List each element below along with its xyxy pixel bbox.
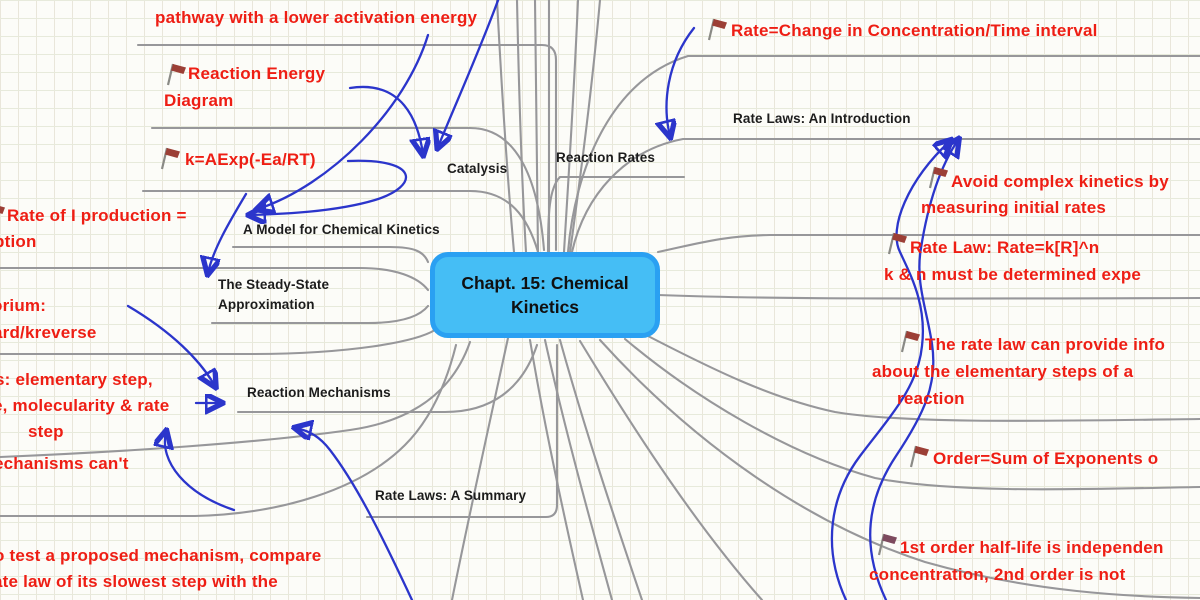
note-elementary-steps-line2[interactable]: e, molecularity & rate bbox=[0, 396, 170, 415]
topic-reaction-rates[interactable]: Reaction Rates bbox=[556, 150, 655, 165]
topic-steady-state-line1[interactable]: The Steady-State bbox=[218, 277, 330, 292]
note-half-life-line1[interactable]: 1st order half-life is independen bbox=[900, 538, 1164, 557]
flag-icon bbox=[884, 230, 910, 256]
note-mechanisms-cant[interactable]: echanisms can't bbox=[0, 454, 129, 473]
note-rate-definition[interactable]: Rate=Change in Concentration/Time interv… bbox=[731, 21, 1098, 40]
note-order-sum-exponents[interactable]: Order=Sum of Exponents o bbox=[933, 449, 1159, 468]
topic-rate-laws-summary[interactable]: Rate Laws: A Summary bbox=[375, 488, 527, 503]
flag-icon bbox=[925, 164, 951, 190]
note-initial-rates-line2[interactable]: measuring initial rates bbox=[921, 198, 1107, 217]
flag-icon bbox=[874, 531, 900, 557]
note-rate-law-info-line2[interactable]: about the elementary steps of a bbox=[872, 362, 1134, 381]
note-rate-law-equation-line1[interactable]: Rate Law: Rate=k[R]^n bbox=[910, 238, 1100, 257]
flag-icon bbox=[906, 443, 932, 469]
topic-steady-state-line2[interactable]: Approximation bbox=[218, 297, 315, 312]
central-node-title-line1: Chapt. 15: Chemical bbox=[461, 273, 629, 293]
flag-icon bbox=[704, 16, 730, 42]
note-reaction-energy-diagram-line2[interactable]: Diagram bbox=[164, 91, 234, 110]
note-equilibrium-ratio-line2[interactable]: ard/kreverse bbox=[0, 323, 97, 342]
topic-catalysis[interactable]: Catalysis bbox=[447, 161, 508, 176]
central-node-title-line2: Kinetics bbox=[510, 297, 580, 317]
note-arrhenius-equation[interactable]: k=AExp(-Ea/RT) bbox=[185, 150, 316, 169]
note-reaction-energy-diagram-line1[interactable]: Reaction Energy bbox=[188, 64, 326, 83]
note-half-life-line2[interactable]: concentration, 2nd order is not bbox=[869, 565, 1126, 584]
note-equilibrium-ratio-line1[interactable]: orium: bbox=[0, 296, 47, 315]
central-node[interactable]: Chapt. 15: Chemical Kinetics bbox=[430, 252, 660, 338]
note-test-proposed-mechanism-line1[interactable]: o test a proposed mechanism, compare bbox=[0, 546, 322, 565]
topic-rate-laws-introduction[interactable]: Rate Laws: An Introduction bbox=[733, 111, 911, 126]
topic-model-for-chemical-kinetics[interactable]: A Model for Chemical Kinetics bbox=[243, 222, 440, 237]
note-catalyst-pathway[interactable]: pathway with a lower activation energy bbox=[155, 8, 478, 27]
note-rate-law-info-line3[interactable]: reaction bbox=[897, 389, 965, 408]
note-rate-of-i-production-line2[interactable]: ption bbox=[0, 232, 37, 251]
flag-icon bbox=[0, 201, 8, 227]
note-rate-law-equation-line2[interactable]: k & n must be determined expe bbox=[884, 265, 1142, 284]
note-elementary-steps-line3[interactable]: step bbox=[28, 422, 64, 441]
flag-icon bbox=[897, 328, 923, 354]
note-test-proposed-mechanism-line2[interactable]: ate law of its slowest step with the bbox=[0, 572, 278, 591]
flag-icon bbox=[163, 61, 189, 87]
note-elementary-steps-line1[interactable]: s: elementary step, bbox=[0, 370, 153, 389]
note-rate-of-i-production-line1[interactable]: Rate of I production = bbox=[7, 206, 187, 225]
topic-reaction-mechanisms[interactable]: Reaction Mechanisms bbox=[247, 385, 391, 400]
note-initial-rates-line1[interactable]: Avoid complex kinetics by bbox=[951, 172, 1169, 191]
flag-icon bbox=[157, 145, 183, 171]
note-rate-law-info-line1[interactable]: The rate law can provide info bbox=[925, 335, 1166, 354]
